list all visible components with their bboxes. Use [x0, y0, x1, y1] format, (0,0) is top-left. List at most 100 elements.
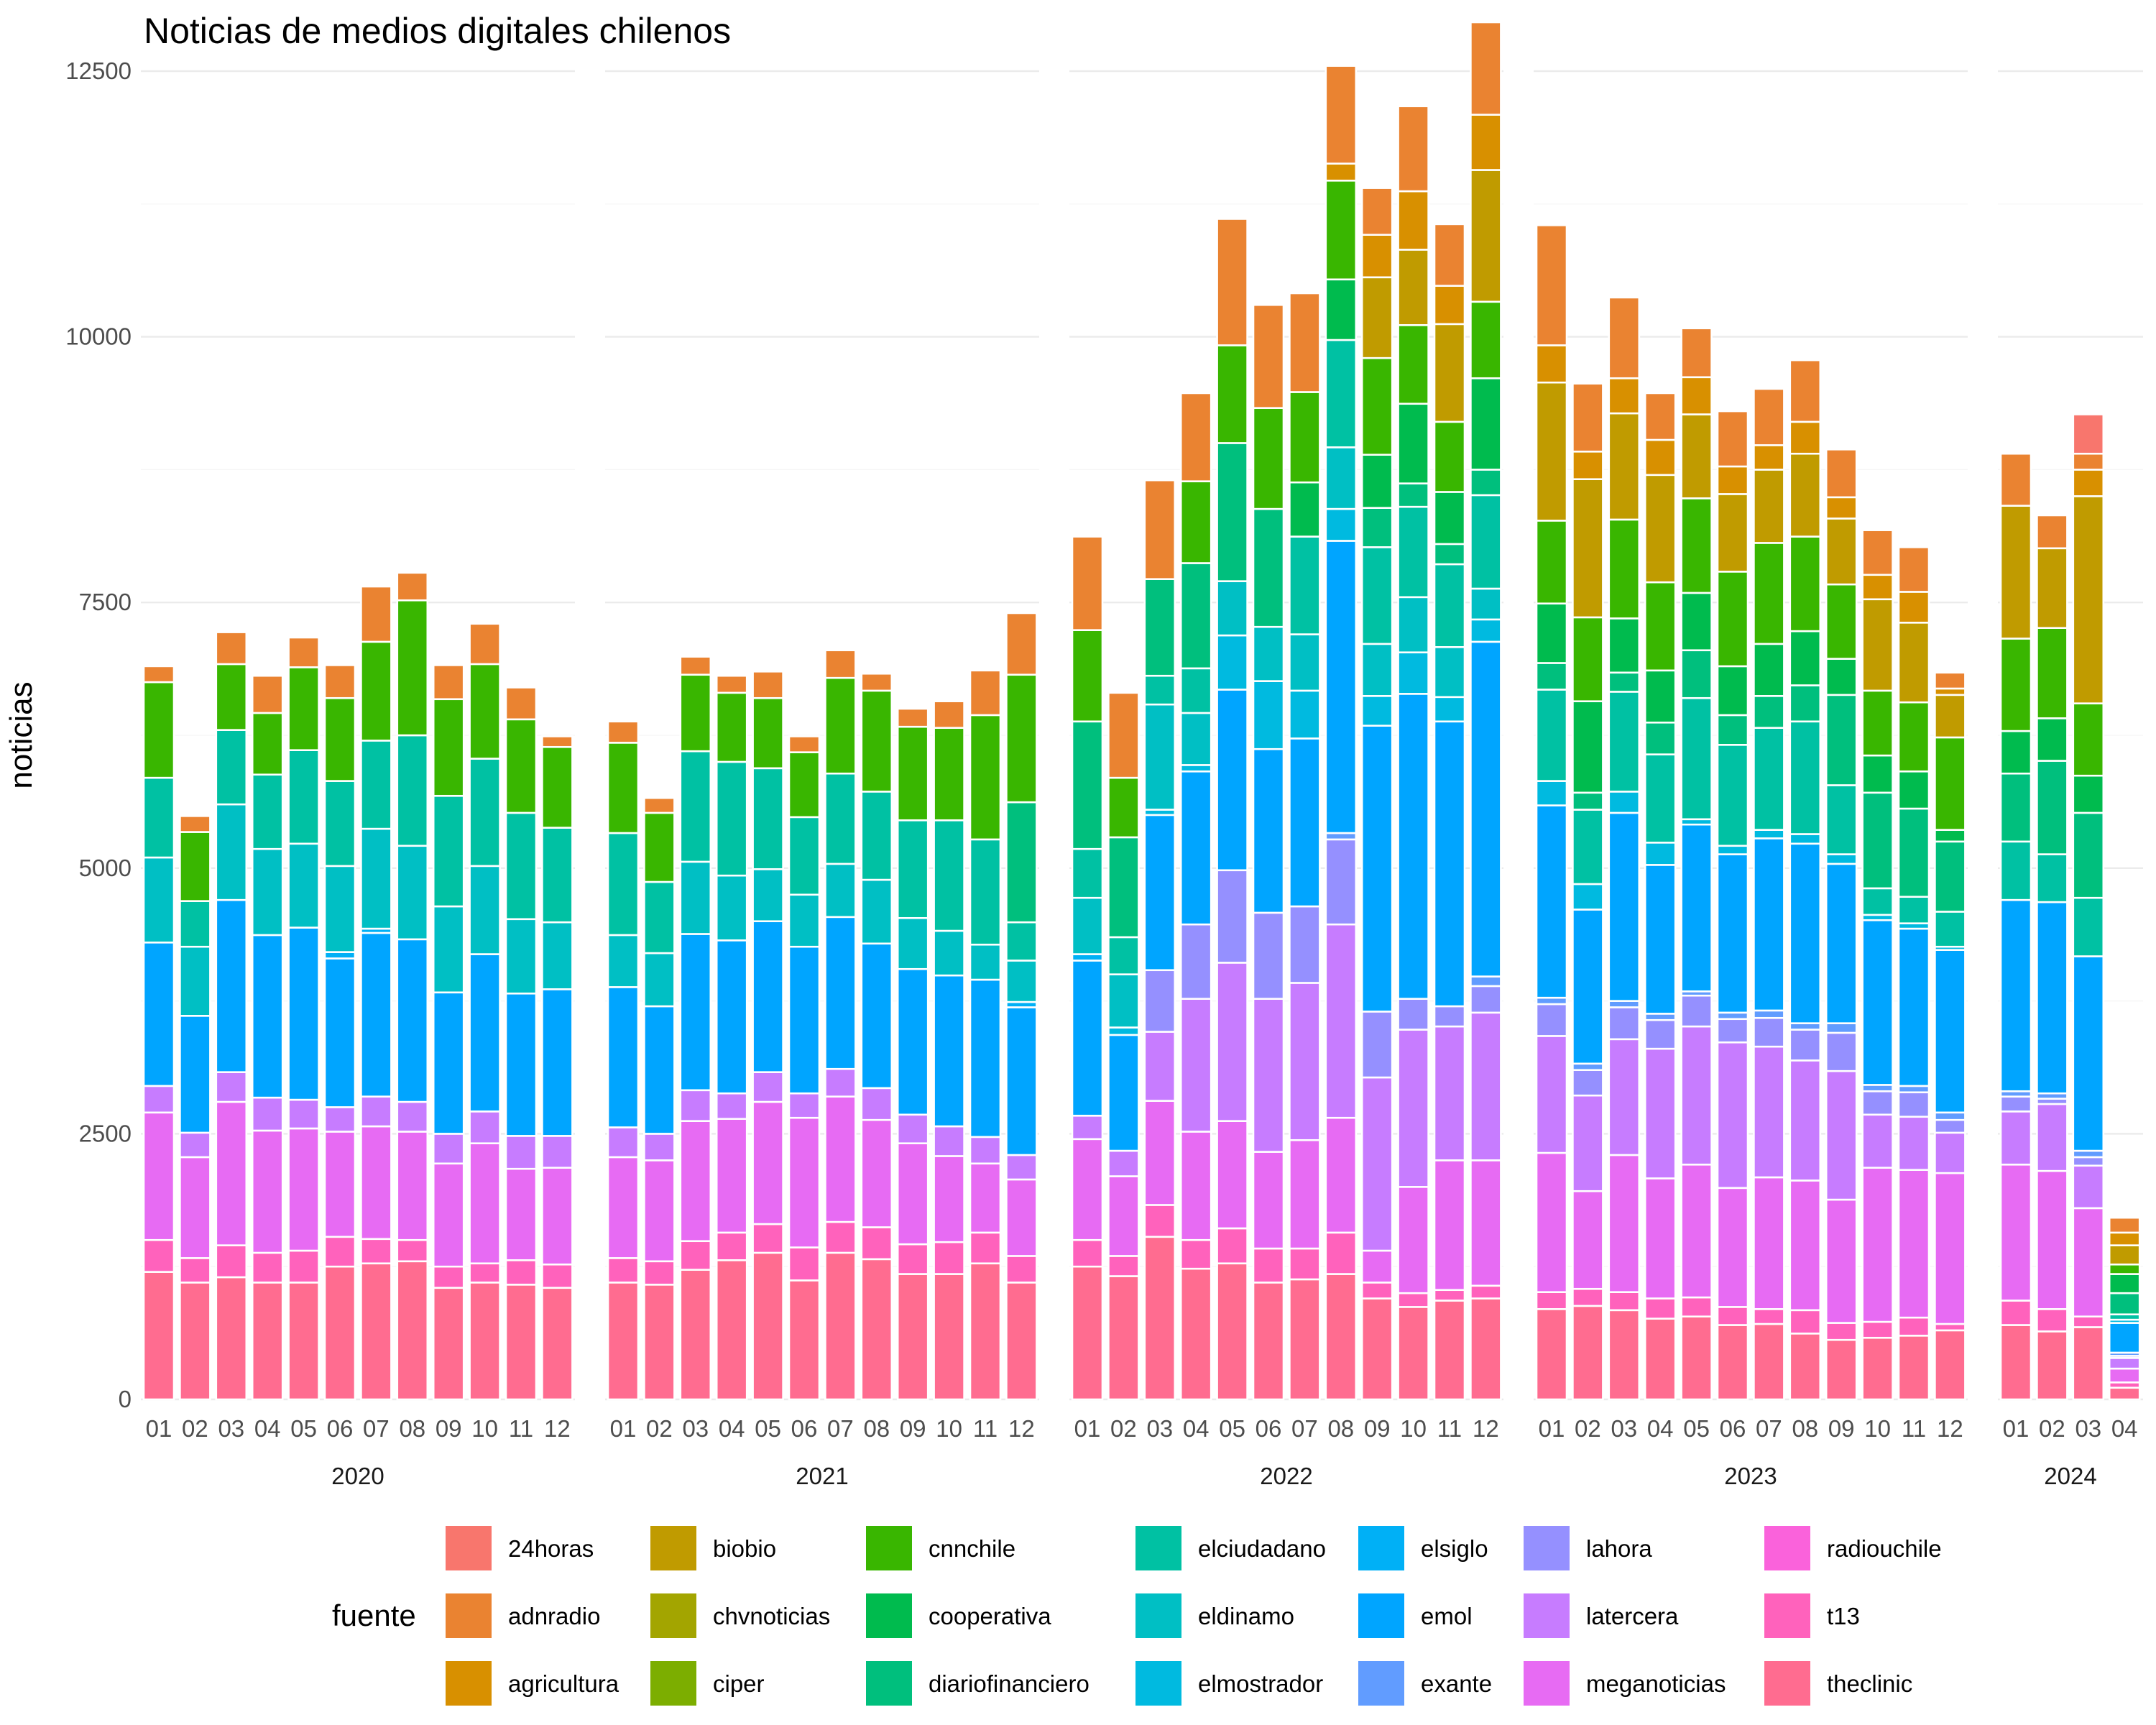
- bar-segment-biobio: [2108, 1244, 2141, 1266]
- bar-segment-adnradio: [643, 796, 676, 814]
- bar-segment-latercera: [1644, 1047, 1677, 1179]
- bar-segment-latercera: [1143, 1031, 1176, 1102]
- bar-segment-adnradio: [607, 720, 640, 744]
- bar-segment-lahora: [2072, 1156, 2105, 1167]
- y-tick-label: 0: [119, 1386, 132, 1412]
- bar-segment-emol: [715, 939, 748, 1095]
- legend-item-latercera: latercera: [1524, 1593, 1679, 1638]
- bar-segment-24horas: [2072, 413, 2105, 455]
- x-tick-label: 07: [1756, 1415, 1782, 1442]
- facet-year-labels: 2020 2021 2022 2023 2024: [331, 1463, 2096, 1489]
- bar-segment-eldinamo: [1470, 587, 1502, 621]
- bar-segment-diariofinanciero: [1789, 684, 1822, 723]
- bar-segment-latercera: [1680, 1025, 1713, 1166]
- bar-segment-lahora: [1999, 1095, 2032, 1113]
- bar-segment-eldinamo: [142, 856, 175, 944]
- bar-segment-exante: [1825, 1022, 1858, 1034]
- bar-segment-meganoticias: [1825, 1198, 1858, 1324]
- bar-segment-agricultura: [2108, 1231, 2141, 1246]
- bar-segment-cooperativa: [1470, 377, 1502, 471]
- bar-segment-lahora: [1143, 969, 1176, 1033]
- bar-segment-latercera: [679, 1089, 712, 1122]
- legend-swatch: [1358, 1661, 1404, 1706]
- bar-segment-latercera: [1107, 1149, 1140, 1177]
- bar-segment-biobio: [1716, 493, 1749, 573]
- bar-segment-adnradio: [1680, 327, 1713, 379]
- legend-label: adnradio: [508, 1603, 600, 1629]
- y-axis-ticks: 0 2500 5000 7500 10000 12500: [65, 58, 132, 1412]
- bar-segment-cooperativa: [2036, 717, 2068, 762]
- bar-segment-cnnchile: [396, 599, 429, 737]
- bar-segment-diariofinanciero: [1644, 721, 1677, 755]
- bar-segment-theclinic: [287, 1282, 320, 1401]
- bar-segment-elmostrador: [1216, 634, 1248, 691]
- bar-segment-latercera: [1179, 998, 1212, 1133]
- legend-label: radiouchile: [1827, 1535, 1942, 1562]
- bar-segment-adnradio: [469, 622, 501, 666]
- bar-segment-lahora: [1680, 994, 1713, 1028]
- bar-segment-agricultura: [1470, 114, 1502, 171]
- legend: fuente 24horas adnradio agricultura biobio c…: [332, 1526, 1942, 1706]
- bar-segment-meganoticias: [2036, 1169, 2068, 1310]
- bar-2020-03: [215, 631, 248, 1401]
- bar-segment-theclinic: [1143, 1236, 1176, 1401]
- bar-segment-cnnchile: [896, 725, 929, 822]
- legend-swatch: [1135, 1593, 1181, 1638]
- bar-segment-latercera: [323, 1106, 356, 1133]
- bar-segment-eldinamo: [1143, 703, 1176, 811]
- bar-segment-meganoticias: [1753, 1176, 1785, 1310]
- bar-segment-cnnchile: [1107, 776, 1140, 839]
- legend-item-chvnoticias: chvnoticias: [650, 1593, 830, 1638]
- bar-segment-cnnchile: [1861, 689, 1894, 757]
- bar-segment-eldinamo: [1360, 643, 1393, 697]
- bar-segment-t13: [1360, 1282, 1393, 1300]
- bar-segment-eldinamo: [469, 865, 501, 955]
- legend-swatch: [1358, 1593, 1404, 1638]
- bar-segment-meganoticias: [1897, 1169, 1930, 1319]
- bar-segment-theclinic: [860, 1258, 893, 1401]
- bar-segment-theclinic: [1325, 1273, 1358, 1401]
- bar-segment-cooperativa: [1325, 278, 1358, 341]
- bar-segment-t13: [1716, 1306, 1749, 1326]
- legend-item-eldinamo: eldinamo: [1135, 1593, 1294, 1638]
- bar-segment-latercera: [1360, 1076, 1393, 1252]
- bar-segment-latercera: [469, 1110, 501, 1145]
- x-tick-label: 04: [719, 1415, 745, 1442]
- bar-segment-elciudadano: [1360, 546, 1393, 645]
- bar-segment-theclinic: [2108, 1386, 2141, 1401]
- bar-segment-elciudadano: [752, 767, 784, 870]
- bar-segment-elmostrador: [1179, 764, 1212, 773]
- legend-item-cnnchile: cnnchile: [866, 1526, 1015, 1570]
- bar-2022-09: [1360, 187, 1393, 1401]
- bar-segment-eldinamo: [505, 918, 538, 995]
- bar-segment-cnnchile: [1572, 616, 1604, 702]
- legend-item-elciudadano: elciudadano: [1135, 1526, 1326, 1570]
- bar-2022-07: [1289, 292, 1321, 1401]
- x-tick-label: 04: [254, 1415, 281, 1442]
- x-tick-label: 12: [544, 1415, 571, 1442]
- bar-segment-theclinic: [432, 1287, 465, 1401]
- bar-segment-t13: [824, 1220, 857, 1254]
- bar-segment-diariofinanciero: [2036, 760, 2068, 855]
- bar-segment-theclinic: [1252, 1282, 1285, 1401]
- bar-segment-cnnchile: [1825, 583, 1858, 660]
- bar-segment-meganoticias: [752, 1100, 784, 1225]
- facet-label-2021: 2021: [796, 1463, 848, 1489]
- y-tick-label: 5000: [79, 855, 132, 881]
- bar-segment-t13: [607, 1257, 640, 1284]
- bar-2022-02: [1107, 691, 1140, 1401]
- bar-segment-t13: [1071, 1238, 1104, 1268]
- legend-item-diariofinanciero: diariofinanciero: [866, 1661, 1089, 1706]
- bar-segment-adnradio: [1789, 359, 1822, 423]
- y-tick-label: 7500: [79, 589, 132, 615]
- bar-segment-cnnchile: [287, 666, 320, 751]
- bar-segment-meganoticias: [1433, 1159, 1466, 1292]
- bar-segment-theclinic: [1861, 1336, 1894, 1401]
- legend-label: theclinic: [1827, 1670, 1912, 1697]
- bar-segment-meganoticias: [1325, 1116, 1358, 1234]
- bar-segment-t13: [323, 1236, 356, 1268]
- bar-segment-t13: [1572, 1287, 1604, 1307]
- bar-segment-elsiglo: [323, 951, 356, 960]
- bar-segment-meganoticias: [1005, 1178, 1038, 1257]
- bar-segment-t13: [251, 1251, 284, 1284]
